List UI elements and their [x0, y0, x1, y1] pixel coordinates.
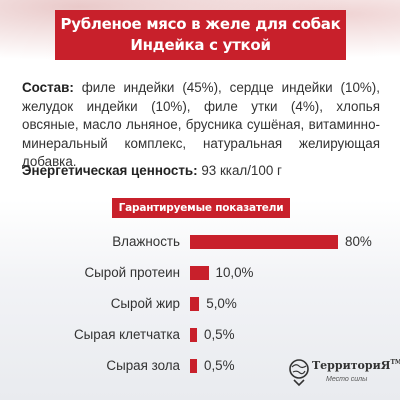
value-bar: [190, 359, 197, 373]
value-label: 0,5%: [204, 358, 235, 373]
brand-name: ТерриториЯTM: [312, 359, 400, 372]
product-title-banner: Рубленое мясо в желе для собак Индейка с…: [55, 10, 346, 60]
product-title-line1: Рубленое мясо в желе для собак: [60, 15, 341, 33]
energy-label: Энергетическая ценность:: [22, 163, 198, 178]
background-snow: [0, 200, 400, 400]
value-bar: [190, 328, 197, 342]
guaranteed-values-chart: Влажность 80% Сырой протеин 10,0% Сырой жир 5…: [0, 225, 400, 385]
category-label: Сырой жир: [110, 296, 180, 311]
value-bar: [190, 235, 338, 249]
energy-value: 93 ккал/100 г: [197, 163, 282, 178]
composition-label: Состав:: [22, 80, 74, 95]
category-label: Сырой протеин: [84, 265, 180, 280]
value-label: 10,0%: [215, 265, 254, 280]
composition-text: Состав: филе индейки (45%), сердце индей…: [22, 79, 380, 172]
category-label: Сырая зола: [106, 358, 180, 373]
value-bar: [190, 297, 200, 311]
value-bar: [190, 266, 209, 280]
brand-subtitle: Место силы: [326, 376, 368, 383]
brand-name-text: ТерриториЯ: [312, 359, 391, 372]
value-label: 0,5%: [204, 327, 235, 342]
value-label: 5,0%: [206, 296, 237, 311]
chart-title: Гарантируемые показатели: [112, 198, 290, 218]
composition-value: филе индейки (45%), сердце индейки (10%)…: [22, 80, 380, 169]
globe-icon: [289, 359, 309, 387]
product-title-line2: Индейка с уткой: [130, 36, 271, 54]
category-label: Влажность: [112, 234, 180, 249]
value-label: 80%: [345, 234, 372, 249]
category-label: Сырая клетчатка: [74, 327, 180, 342]
brand-logo: ТерриториЯTM Место силы: [288, 356, 400, 394]
energy-value-text: Энергетическая ценность: 93 ккал/100 г: [22, 162, 380, 180]
brand-trademark: TM: [390, 359, 400, 366]
